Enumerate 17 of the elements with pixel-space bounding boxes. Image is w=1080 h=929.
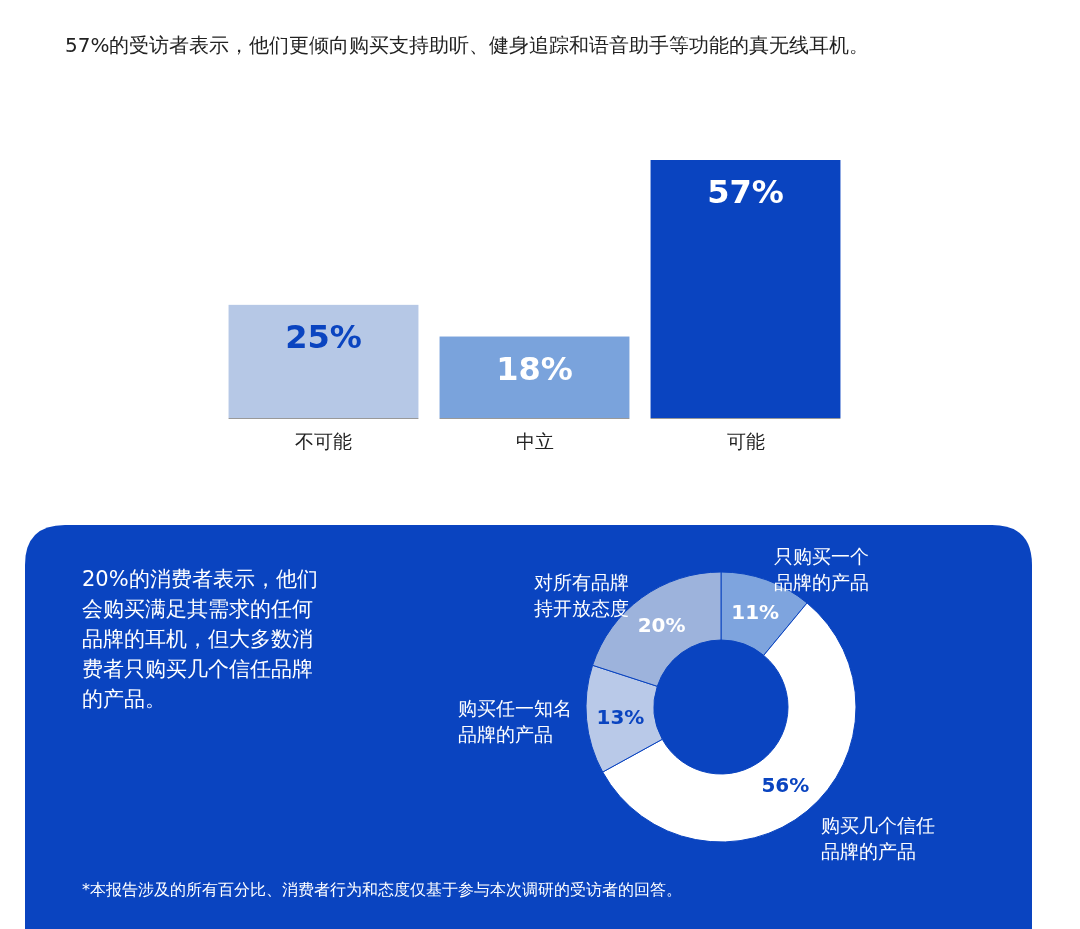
slice-label: 购买任一知名品牌的产品 [457,697,572,746]
text: 20%的消费者表示，他们会购买满足其需求的任何品牌的耳机，但大多数消费者只购买几个信任品牌的产品。 [82,567,318,711]
text: *本报告涉及的所有百分比、消费者行为和态度仅基于参与本次调研的受访者的回答。 [82,880,682,899]
data-label: 56% [761,772,810,797]
data-label: 25% [285,317,362,356]
slice-label: 对所有品牌持开放态度 [533,570,629,619]
data-label: 11% [731,599,780,624]
slice-label: 只购买一个品牌的产品 [774,545,870,594]
data-label: 13% [596,704,645,729]
data-label: 20% [637,613,686,638]
x-tick-label: 不可能 [295,430,352,452]
chart-title: 57%的受访者表示，他们更倾向购买支持助听、健身追踪和语音助手等功能的真无线耳机。 [65,33,870,57]
x-tick-label: 中立 [515,430,554,452]
slice-label: 购买几个信任品牌的产品 [821,813,936,862]
data-label: 18% [496,349,573,388]
data-label: 57% [707,173,784,211]
x-tick-label: 可能 [726,430,765,452]
